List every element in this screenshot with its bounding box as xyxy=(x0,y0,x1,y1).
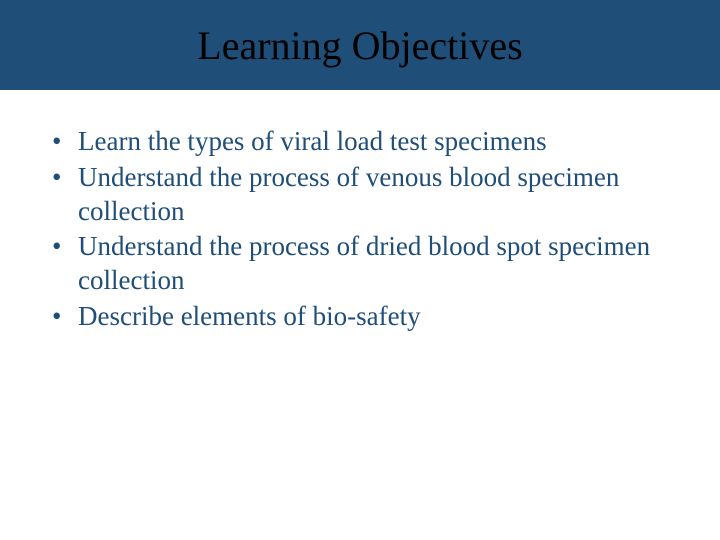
title-bar: Learning Objectives xyxy=(0,0,720,90)
bullet-item: Understand the process of dried blood sp… xyxy=(50,230,670,298)
bullet-list: Learn the types of viral load test speci… xyxy=(50,125,670,334)
slide-title: Learning Objectives xyxy=(197,22,522,69)
bullet-item: Learn the types of viral load test speci… xyxy=(50,125,670,159)
bullet-item: Describe elements of bio-safety xyxy=(50,300,670,334)
bullet-item: Understand the process of venous blood s… xyxy=(50,161,670,229)
content-area: Learn the types of viral load test speci… xyxy=(0,90,720,334)
